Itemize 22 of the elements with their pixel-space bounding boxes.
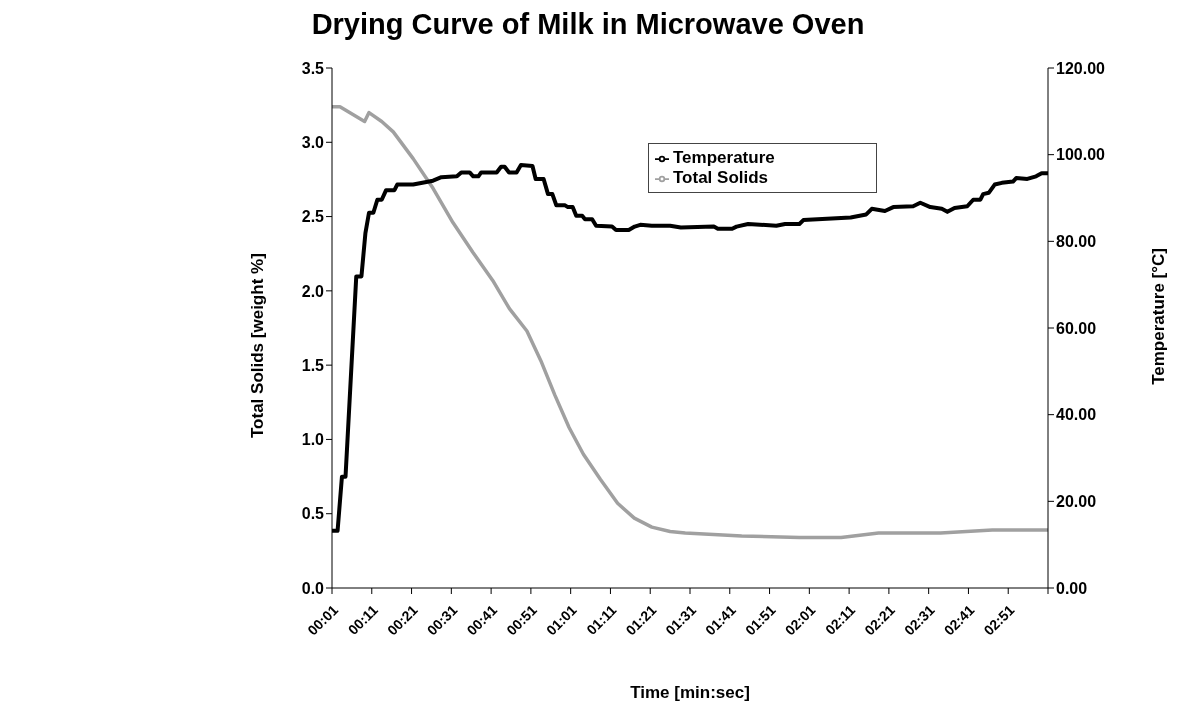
chart-title: Drying Curve of Milk in Microwave Oven xyxy=(310,8,866,42)
y2-tick-label: 20.00 xyxy=(1056,493,1097,511)
y-tick-label: 3.0 xyxy=(301,133,325,151)
y2-tick-label: 60.00 xyxy=(1056,319,1097,337)
y2-tick-label: 0.00 xyxy=(1056,579,1088,597)
y2-tick-label: 40.00 xyxy=(1056,406,1097,424)
legend-label: Temperature xyxy=(673,148,775,167)
y-tick-label: 0.0 xyxy=(301,579,325,597)
y-tick-label: 0.5 xyxy=(301,505,325,523)
y-tick-label: 1.0 xyxy=(301,431,325,449)
y2-tick-label: 100.00 xyxy=(1056,146,1106,164)
y-tick-label: 2.0 xyxy=(301,282,325,300)
y-tick-label: 2.5 xyxy=(301,208,325,226)
y-tick-label: 3.5 xyxy=(301,59,325,77)
line-series xyxy=(332,104,1048,540)
legend-label: Total Solids xyxy=(673,168,769,187)
y2-tick-label: 120.00 xyxy=(1056,59,1106,77)
y2-tick-label: 80.00 xyxy=(1056,233,1097,251)
y-axis-title: Total Solids [weight %] xyxy=(248,253,268,438)
y2-axis-title: Temperature [°C] xyxy=(1149,248,1169,385)
x-axis-title: Time [min:sec] xyxy=(630,683,750,702)
y-tick-label: 1.5 xyxy=(301,356,325,374)
